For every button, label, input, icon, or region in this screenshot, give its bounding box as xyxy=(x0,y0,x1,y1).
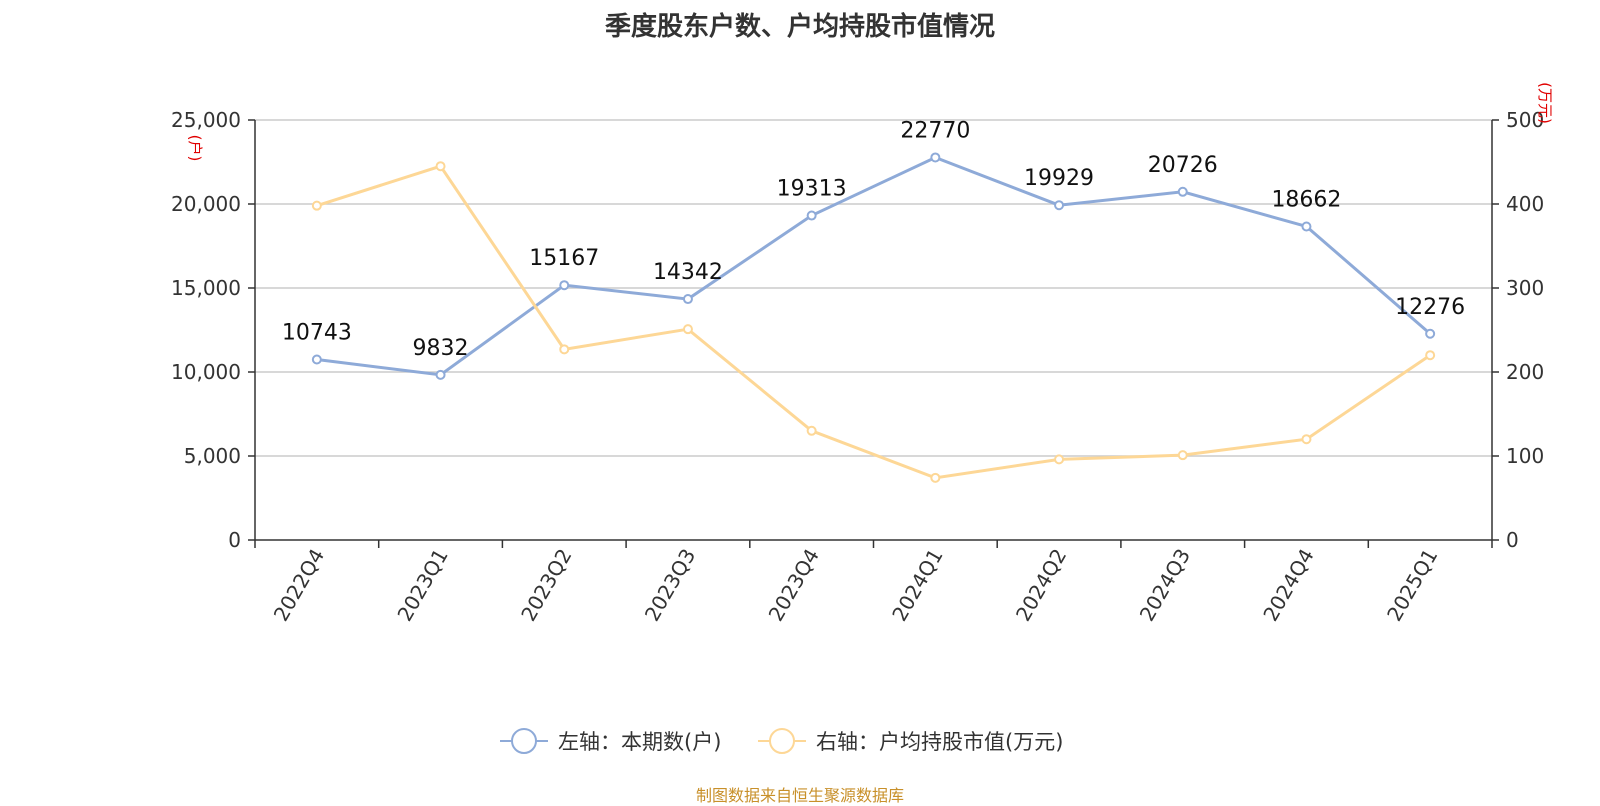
right-tick-label: 400 xyxy=(1506,192,1544,216)
chart-title: 季度股东户数、户均持股市值情况 xyxy=(604,12,995,42)
series-2-point xyxy=(435,161,446,172)
x-tick-label: 2025Q1 xyxy=(1382,545,1442,626)
legend-marker-2 xyxy=(769,728,795,754)
right-axis-unit: (万元) xyxy=(1536,82,1554,124)
x-tick-label: 2023Q1 xyxy=(392,545,452,626)
series-2-point xyxy=(1054,454,1065,465)
left-tick-label: 25,000 xyxy=(171,108,241,132)
left-tick-label: 0 xyxy=(228,528,241,552)
data-label: 19929 xyxy=(1024,166,1094,191)
right-tick-label: 0 xyxy=(1506,528,1519,552)
x-tick-label: 2024Q1 xyxy=(887,545,947,626)
left-axis-unit: (户) xyxy=(186,135,204,162)
series-1-point xyxy=(1054,200,1065,211)
x-tick-label: 2023Q4 xyxy=(764,545,824,626)
series-2-point xyxy=(311,200,322,211)
data-label: 14342 xyxy=(653,260,723,285)
data-label: 20726 xyxy=(1148,153,1218,178)
x-tick-label: 2023Q2 xyxy=(516,545,576,626)
series-1-point xyxy=(930,152,941,163)
right-tick-label: 200 xyxy=(1506,360,1544,384)
legend-label-1: 左轴：本期数(户) xyxy=(558,730,721,754)
left-tick-label: 10,000 xyxy=(171,360,241,384)
data-label: 19313 xyxy=(777,177,847,202)
series-line-2 xyxy=(316,164,1431,480)
x-tick-label: 2023Q3 xyxy=(640,545,700,626)
series-1-point xyxy=(806,210,817,221)
series-1-point xyxy=(1301,221,1312,232)
series-1-point xyxy=(311,354,322,365)
series-1-point xyxy=(435,369,446,380)
data-label: 10743 xyxy=(282,321,352,346)
right-tick-label: 500 xyxy=(1506,108,1544,132)
data-label: 22770 xyxy=(900,118,970,143)
left-tick-label: 20,000 xyxy=(171,192,241,216)
series-2-point xyxy=(806,425,817,436)
series-2-point xyxy=(1177,450,1188,461)
series-2-point xyxy=(1425,350,1436,361)
series-1-point xyxy=(559,280,570,291)
right-tick-label: 100 xyxy=(1506,444,1544,468)
x-tick-label: 2024Q2 xyxy=(1011,545,1071,626)
x-tick-label: 2024Q3 xyxy=(1135,545,1195,626)
right-tick-label: 300 xyxy=(1506,276,1544,300)
data-label: 12276 xyxy=(1395,295,1465,320)
series-2-point xyxy=(682,324,693,335)
left-tick-label: 15,000 xyxy=(171,276,241,300)
x-tick-label: 2024Q4 xyxy=(1258,545,1318,626)
data-source-note: 制图数据来自恒生聚源数据库 xyxy=(695,786,904,805)
x-tick-label: 2022Q4 xyxy=(269,545,329,626)
data-label: 9832 xyxy=(413,336,469,361)
series-1-point xyxy=(1425,328,1436,339)
series-line-1 xyxy=(316,155,1432,377)
series-2-point xyxy=(559,344,570,355)
series-1-point xyxy=(682,294,693,305)
data-label: 18662 xyxy=(1271,187,1341,212)
series-1-point xyxy=(1177,186,1188,197)
data-label: 15167 xyxy=(529,246,599,271)
legend-marker-1 xyxy=(511,728,537,754)
left-tick-label: 5,000 xyxy=(184,444,241,468)
series-2-point xyxy=(930,472,941,483)
legend-label-2: 右轴：户均持股市值(万元) xyxy=(816,730,1063,754)
series-2-point xyxy=(1301,434,1312,445)
